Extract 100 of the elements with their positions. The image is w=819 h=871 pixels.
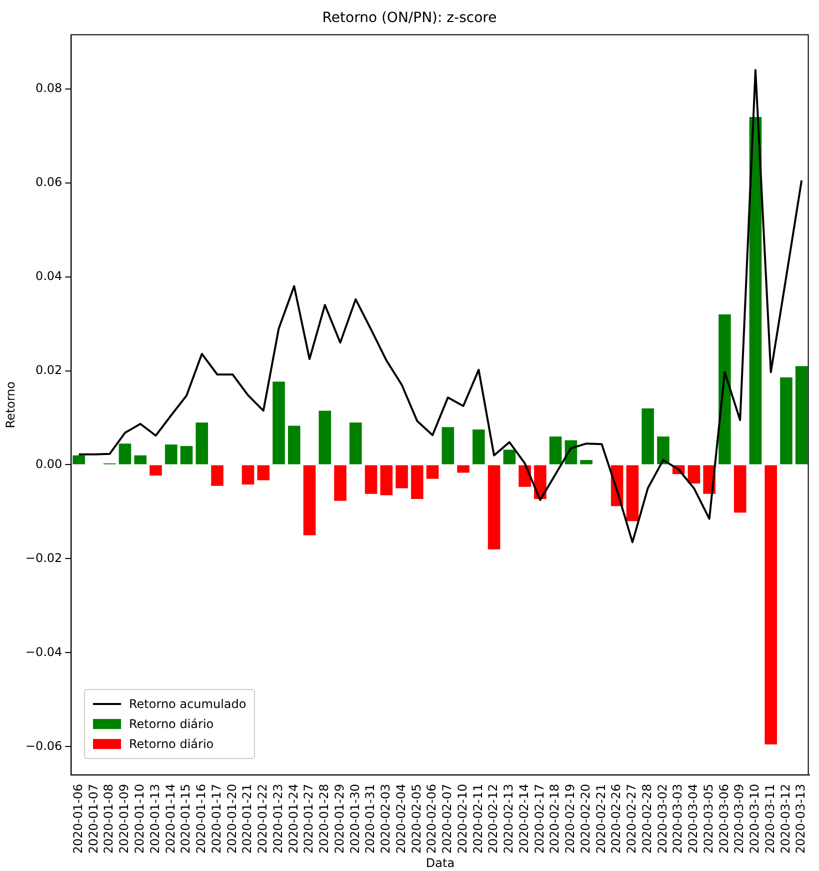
bar [350,422,362,464]
bar [780,377,792,464]
bar [164,444,178,464]
bar [150,465,162,476]
bar [303,465,316,536]
y-axis-title: Retorno [3,381,18,428]
y-tick-label: 0.08 [35,80,62,95]
y-tick-label: −0.02 [25,550,62,565]
bar [734,465,746,513]
chart-title: Retorno (ON/PN): z-score [322,10,497,26]
x-tick-label: 2020-01-06 [70,784,85,854]
x-tick-label: 2020-01-24 [286,784,300,854]
x-tick-label: 2020-01-17 [209,784,224,854]
bar [626,465,639,522]
x-tick-label: 2020-03-12 [778,784,792,854]
bar [503,450,516,464]
x-tick-label: 2020-03-05 [701,784,716,854]
x-tick-label: 2020-02-18 [548,784,562,854]
x-tick-label: 2020-01-22 [256,784,270,854]
x-axis-title: Data [426,856,455,870]
x-tick-label: 2020-02-11 [470,784,485,854]
bar [196,422,208,464]
bar [364,465,378,494]
x-tick-label: 2020-03-13 [794,784,808,854]
x-tick-label: 2020-03-04 [686,784,700,854]
x-tick-label: 2020-02-03 [378,784,393,854]
x-tick-label: 2020-02-07 [440,784,454,854]
bar [795,366,808,464]
bar [411,465,424,500]
x-tick-label: 2020-03-09 [732,784,746,854]
x-tick-label: 2020-02-26 [609,784,624,854]
x-tick-label: 2020-01-08 [102,784,116,854]
y-tick-label: 0.06 [35,174,62,189]
x-tick-label: 2020-01-21 [240,784,254,854]
legend-label: Retorno diário [129,736,214,753]
x-tick-label: 2020-03-03 [670,784,685,854]
x-tick-label: 2020-02-21 [594,784,608,854]
x-tick-label: 2020-01-28 [317,784,332,854]
bar [257,465,270,480]
bar [426,465,439,479]
bar [749,117,762,464]
bar [442,427,454,464]
y-tick-label: −0.06 [25,738,62,753]
x-tick-label: 2020-02-04 [394,784,408,854]
legend-label: Retorno acumulado [129,696,246,713]
bar [764,465,777,744]
x-tick-label: 2020-01-23 [270,784,285,854]
y-tick-label: 0.04 [35,268,62,283]
bar [318,410,332,464]
x-tick-label: 2020-01-30 [348,784,362,854]
bar [72,455,86,464]
x-tick-label: 2020-01-29 [332,784,346,854]
y-tick-label: −0.04 [25,644,62,659]
x-tick-label: 2020-01-07 [86,784,100,854]
bar [688,465,700,484]
x-tick-label: 2020-02-12 [486,784,500,854]
x-tick-label: 2020-01-16 [194,784,208,854]
bar [180,446,193,464]
bar [272,382,285,464]
x-tick-label: 2020-02-13 [502,784,516,854]
x-tick-label: 2020-02-17 [532,784,546,854]
y-tick-label: 0.00 [35,456,62,471]
x-tick-label: 2020-01-27 [302,784,316,854]
bar [288,426,300,464]
x-tick-label: 2020-02-10 [455,784,470,854]
x-tick-label: 2020-03-10 [748,784,762,854]
x-tick-label: 2020-02-28 [640,784,654,854]
x-tick-label: 2020-01-09 [117,784,132,854]
x-tick-label: 2020-01-31 [363,784,378,854]
x-tick-label: 2020-03-02 [655,784,670,854]
bar [134,455,147,464]
x-tick-label: 2020-01-13 [148,784,162,854]
bar [718,314,731,464]
legend-label: Retorno diário [129,716,214,733]
x-tick-label: 2020-03-06 [716,784,731,854]
bar [657,436,670,464]
bar [211,465,224,486]
bar [396,465,408,488]
bar [457,465,470,473]
x-tick-label: 2020-02-19 [563,784,578,854]
bar [242,465,254,484]
bar [334,465,346,501]
bar [549,436,562,464]
bar [118,444,132,464]
x-tick-label: 2020-02-06 [424,784,439,854]
x-tick-label: 2020-01-20 [224,784,239,854]
bar [642,408,654,464]
x-tick-label: 2020-02-14 [516,784,531,854]
y-tick-label: 0.02 [35,362,62,377]
x-tick-label: 2020-03-11 [762,784,777,854]
bar [472,430,485,464]
bar [380,465,393,496]
x-tick-label: 2020-01-14 [163,784,178,854]
x-tick-label: 2020-01-10 [132,784,146,854]
x-tick-label: 2020-01-15 [178,784,193,854]
x-tick-label: 2020-02-05 [409,784,424,854]
bar [580,460,592,464]
bar [488,465,500,550]
x-tick-label: 2020-02-27 [624,784,639,854]
x-tick-label: 2020-02-20 [578,784,592,854]
